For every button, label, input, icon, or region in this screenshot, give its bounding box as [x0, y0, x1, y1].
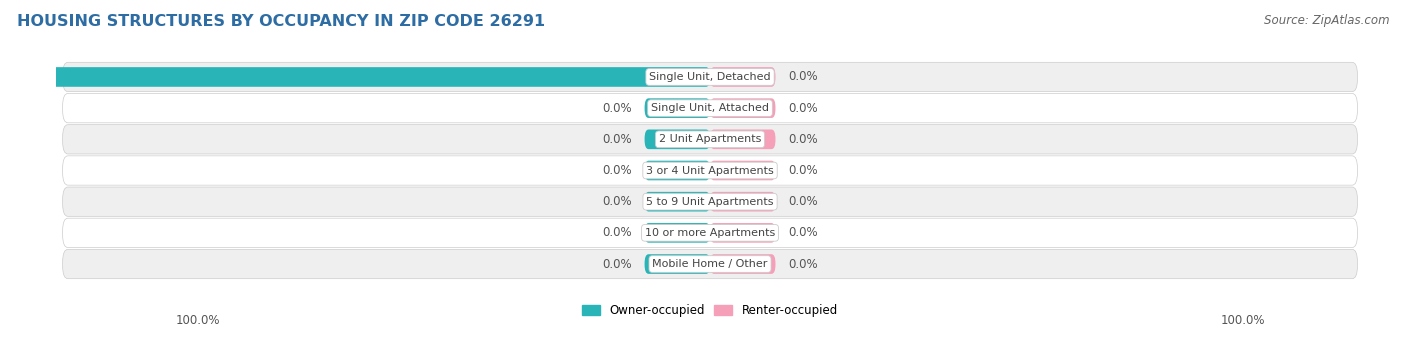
- FancyBboxPatch shape: [644, 130, 710, 149]
- Text: Single Unit, Detached: Single Unit, Detached: [650, 72, 770, 82]
- Text: 0.0%: 0.0%: [789, 164, 818, 177]
- Text: 0.0%: 0.0%: [789, 195, 818, 208]
- FancyBboxPatch shape: [644, 254, 710, 274]
- FancyBboxPatch shape: [710, 67, 776, 87]
- Text: 0.0%: 0.0%: [789, 226, 818, 239]
- Text: 100.0%: 100.0%: [1220, 314, 1265, 327]
- Legend: Owner-occupied, Renter-occupied: Owner-occupied, Renter-occupied: [578, 299, 842, 322]
- Text: 3 or 4 Unit Apartments: 3 or 4 Unit Apartments: [647, 165, 773, 176]
- Text: 2 Unit Apartments: 2 Unit Apartments: [659, 134, 761, 144]
- FancyBboxPatch shape: [710, 130, 776, 149]
- FancyBboxPatch shape: [710, 161, 776, 180]
- Text: 0.0%: 0.0%: [789, 71, 818, 84]
- Text: 0.0%: 0.0%: [602, 195, 631, 208]
- Text: Source: ZipAtlas.com: Source: ZipAtlas.com: [1264, 14, 1389, 27]
- Text: Single Unit, Attached: Single Unit, Attached: [651, 103, 769, 113]
- FancyBboxPatch shape: [644, 161, 710, 180]
- Text: 100.0%: 100.0%: [176, 314, 221, 327]
- Text: HOUSING STRUCTURES BY OCCUPANCY IN ZIP CODE 26291: HOUSING STRUCTURES BY OCCUPANCY IN ZIP C…: [17, 14, 546, 29]
- FancyBboxPatch shape: [63, 125, 1357, 154]
- Text: 0.0%: 0.0%: [789, 102, 818, 115]
- Text: 0.0%: 0.0%: [789, 133, 818, 146]
- FancyBboxPatch shape: [710, 254, 776, 274]
- FancyBboxPatch shape: [710, 223, 776, 243]
- FancyBboxPatch shape: [710, 98, 776, 118]
- FancyBboxPatch shape: [63, 93, 1357, 123]
- FancyBboxPatch shape: [644, 192, 710, 211]
- Text: 10 or more Apartments: 10 or more Apartments: [645, 228, 775, 238]
- Text: 0.0%: 0.0%: [602, 257, 631, 270]
- FancyBboxPatch shape: [0, 67, 710, 87]
- Text: 0.0%: 0.0%: [602, 133, 631, 146]
- Text: 0.0%: 0.0%: [602, 164, 631, 177]
- Text: 5 to 9 Unit Apartments: 5 to 9 Unit Apartments: [647, 197, 773, 207]
- FancyBboxPatch shape: [644, 98, 710, 118]
- FancyBboxPatch shape: [63, 187, 1357, 216]
- Text: 0.0%: 0.0%: [789, 257, 818, 270]
- FancyBboxPatch shape: [63, 249, 1357, 279]
- FancyBboxPatch shape: [63, 156, 1357, 185]
- Text: 0.0%: 0.0%: [602, 226, 631, 239]
- FancyBboxPatch shape: [644, 223, 710, 243]
- FancyBboxPatch shape: [710, 192, 776, 211]
- Text: 0.0%: 0.0%: [602, 102, 631, 115]
- Text: Mobile Home / Other: Mobile Home / Other: [652, 259, 768, 269]
- FancyBboxPatch shape: [63, 62, 1357, 92]
- FancyBboxPatch shape: [63, 218, 1357, 248]
